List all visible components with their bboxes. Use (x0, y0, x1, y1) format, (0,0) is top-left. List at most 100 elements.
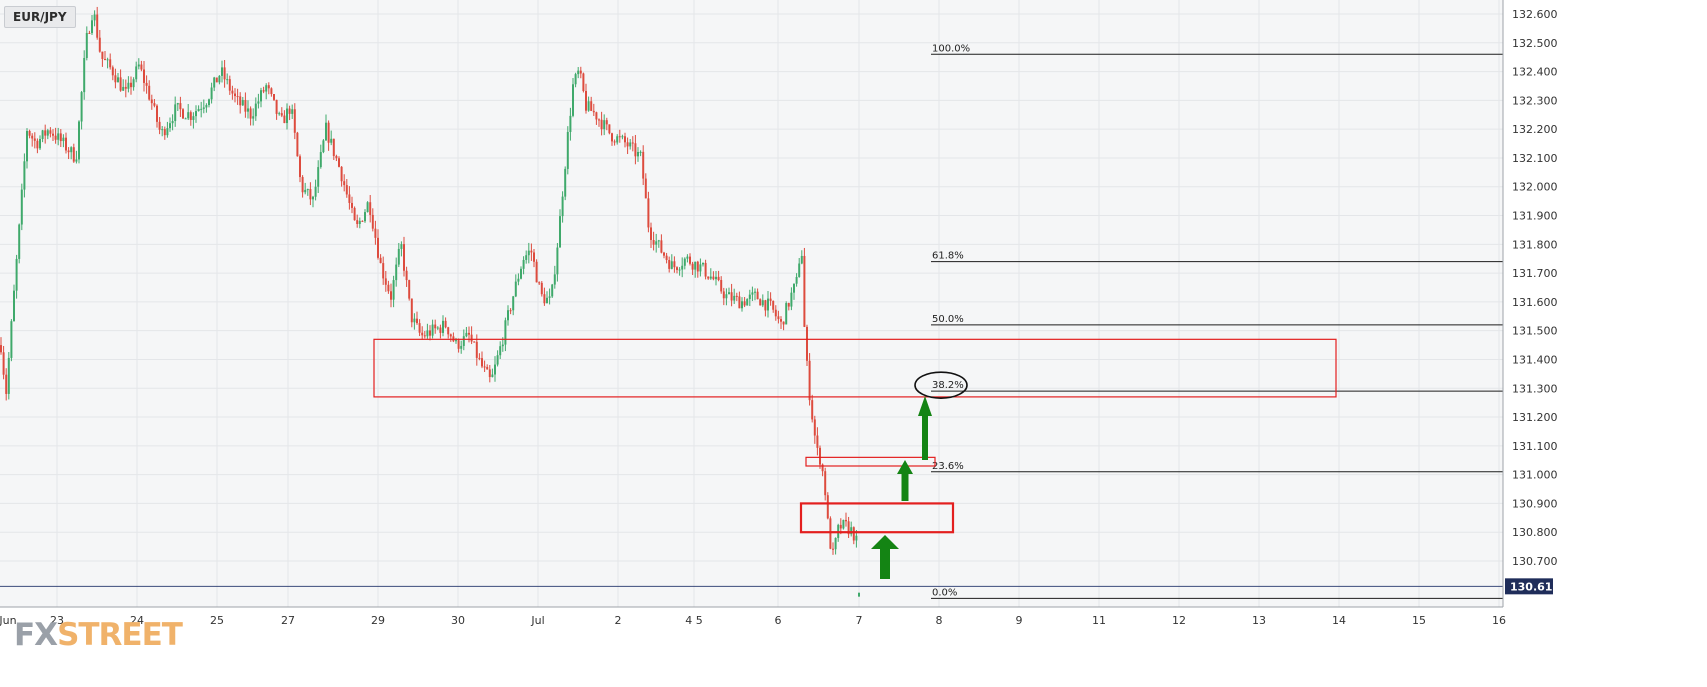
candle-body (686, 256, 689, 259)
candle-body (683, 258, 686, 266)
candle-body (608, 124, 611, 134)
candle-body (111, 67, 114, 76)
x-tick-label: 16 (1492, 614, 1506, 627)
candle-body (590, 101, 593, 111)
x-tick-label: 23 (50, 614, 64, 627)
candle-body (418, 323, 421, 333)
y-tick-label: 132.500 (1512, 37, 1558, 50)
candle-body (174, 104, 177, 121)
candle-body (660, 240, 663, 253)
candle-body (457, 340, 460, 349)
candle-body (639, 151, 642, 153)
candle-body (187, 112, 190, 119)
candle-body (449, 334, 452, 337)
candle-body (616, 136, 619, 143)
candle-body (850, 527, 853, 535)
candle-body (743, 301, 746, 306)
candle-body (559, 216, 561, 248)
y-tick-label: 131.100 (1512, 440, 1558, 453)
y-tick-label: 131.600 (1512, 296, 1558, 309)
candle-body (223, 67, 226, 80)
y-tick-label: 131.900 (1512, 210, 1558, 223)
candle-body (504, 320, 507, 345)
candle-body (790, 292, 793, 307)
candle-body (273, 94, 275, 100)
candle-body (379, 257, 382, 264)
candle-body (244, 100, 247, 112)
candle-body (184, 118, 187, 120)
y-tick-label: 130.900 (1512, 497, 1558, 510)
candle-body (127, 82, 130, 89)
candle-body (23, 161, 26, 190)
candle-body (46, 130, 49, 136)
minor-zone (805, 456, 936, 467)
candle-body (72, 147, 75, 162)
candle-body (96, 14, 99, 38)
candle-body (70, 147, 73, 153)
candle-body (787, 303, 790, 307)
candle-body (517, 278, 520, 282)
symbol-badge[interactable]: EUR/JPY (4, 6, 76, 28)
candle-body (577, 70, 580, 75)
candle-body (377, 237, 379, 258)
candle-body (257, 101, 260, 104)
candle-body (143, 69, 145, 83)
candle-body (642, 151, 645, 179)
candle-body (226, 79, 229, 81)
candle-body (629, 142, 632, 147)
candle-body (52, 133, 54, 136)
candle-body (36, 140, 39, 149)
candle-body (553, 274, 556, 285)
fibonacci-levels: 100.0% 61.8% 50.0% 38.2% 23.6% 0.0% (0, 43, 1503, 599)
candle-body (663, 252, 665, 256)
candle-body (800, 255, 803, 264)
x-tick-label: 24 (130, 614, 144, 627)
candle-body (57, 133, 60, 140)
candle-body (772, 300, 775, 310)
y-tick-label: 132.600 (1512, 8, 1558, 21)
candle-body (707, 276, 710, 279)
y-tick-label: 131.000 (1512, 469, 1558, 482)
candle-body (249, 108, 252, 119)
candle-body (852, 527, 855, 541)
candle-body (374, 228, 377, 238)
candle-body (33, 138, 36, 141)
arrow-up-to-382 (918, 396, 932, 460)
candle-body (673, 261, 676, 268)
x-tick-label: 7 (856, 614, 863, 627)
candle-body (431, 324, 434, 336)
candle-body (91, 20, 93, 34)
candle-body (254, 103, 257, 117)
candle-body (83, 57, 86, 93)
candle-body (423, 335, 426, 337)
candle-body (210, 87, 213, 100)
candle-body (299, 156, 301, 178)
candle-body (20, 189, 23, 225)
candle-body (312, 196, 314, 200)
candle-body (621, 136, 624, 138)
resistance-zone (373, 338, 1337, 398)
candle-body (65, 137, 67, 151)
candle-body (813, 419, 816, 436)
arrow-up-large (871, 535, 899, 579)
candle-body (735, 295, 738, 297)
candle-body (325, 122, 327, 141)
candle-body (135, 66, 138, 80)
candle-body (634, 143, 637, 157)
candle-body (59, 133, 62, 142)
candle-body (189, 112, 192, 120)
candle-body (595, 112, 598, 120)
candle-body (262, 90, 265, 92)
candle-body (67, 150, 70, 153)
candle-body (793, 283, 795, 293)
candle-body (314, 186, 317, 197)
candle-body (647, 198, 650, 228)
candle-body (564, 168, 567, 197)
candle-body (527, 250, 530, 256)
candle-body (234, 93, 236, 97)
candle-body (288, 108, 291, 114)
candle-body (821, 464, 824, 472)
candle-body (205, 105, 208, 108)
candle-body (546, 297, 548, 304)
